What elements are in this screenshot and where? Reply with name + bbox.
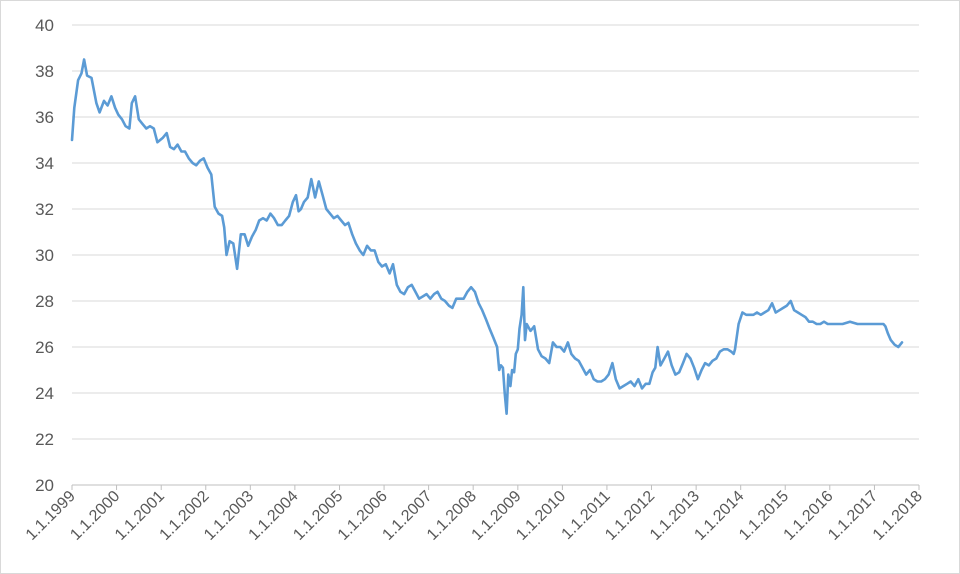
y-tick-label: 34 [35,154,54,173]
y-tick-label: 40 [35,16,54,35]
y-tick-label: 24 [35,384,54,403]
y-tick-label: 22 [35,430,54,449]
y-tick-label: 20 [35,476,54,495]
x-tick-label: 1.1.2018 [870,488,926,544]
y-tick-label: 32 [35,200,54,219]
gridlines [72,24,919,440]
series-layer [70,58,904,416]
y-tick-label: 30 [35,246,54,265]
series-line-0 [70,58,904,416]
x-axis-tick-labels: 1.1.19991.1.20001.1.20011.1.20021.1.2003… [23,488,926,544]
y-tick-label: 38 [35,62,54,81]
y-tick-label: 36 [35,108,54,127]
y-tick-label: 28 [35,292,54,311]
y-axis-tick-labels: 20 22 24 26 28 30 32 34 36 38 40 [35,16,54,495]
x-axis [71,484,920,490]
x-tick-label: 1.1.2010 [513,488,569,544]
y-tick-label: 26 [35,338,54,357]
